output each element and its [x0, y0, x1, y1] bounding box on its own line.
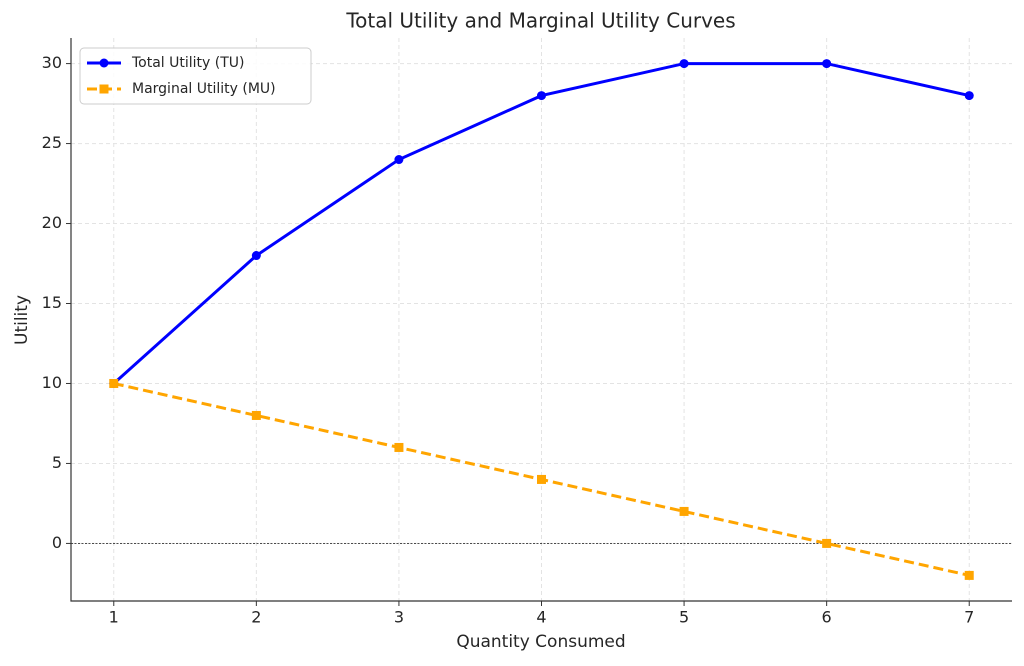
x-axis-label: Quantity Consumed: [456, 632, 625, 652]
data-point: [964, 570, 974, 580]
y-tick-label: 15: [42, 293, 62, 312]
x-tick-label: 5: [679, 608, 689, 627]
x-tick-label: 4: [536, 608, 546, 627]
legend-marker: [99, 58, 109, 68]
x-tick-label: 7: [964, 608, 974, 627]
x-tick-label: 3: [394, 608, 404, 627]
y-tick-label: 20: [42, 213, 62, 232]
y-tick-label: 0: [52, 533, 62, 552]
legend-marker: [99, 84, 109, 94]
data-point: [109, 378, 119, 388]
data-point: [537, 474, 546, 484]
x-tick-label: 1: [109, 608, 119, 627]
x-tick-label: 2: [251, 608, 261, 627]
y-tick-label: 30: [42, 53, 62, 72]
y-tick-label: 5: [52, 453, 62, 472]
legend-label: Marginal Utility (MU): [132, 81, 276, 97]
legend-label: Total Utility (TU): [131, 55, 245, 71]
data-point: [394, 442, 404, 452]
data-point: [251, 410, 261, 420]
data-point: [964, 91, 974, 101]
y-tick-label: 10: [42, 373, 62, 392]
data-point: [822, 59, 832, 69]
data-point: [394, 155, 404, 165]
x-tick-label: 6: [822, 608, 832, 627]
axes-frame: [70, 38, 1012, 602]
data-point: [679, 506, 689, 516]
legend-box: [79, 47, 312, 105]
y-axis-label: Utility: [12, 295, 32, 345]
data-point: [679, 59, 689, 69]
y-tick-label: 25: [42, 133, 62, 152]
data-point: [822, 538, 832, 548]
data-point: [537, 91, 546, 101]
data-point: [251, 251, 261, 261]
chart-title: Total Utility and Marginal Utility Curve…: [345, 9, 735, 33]
